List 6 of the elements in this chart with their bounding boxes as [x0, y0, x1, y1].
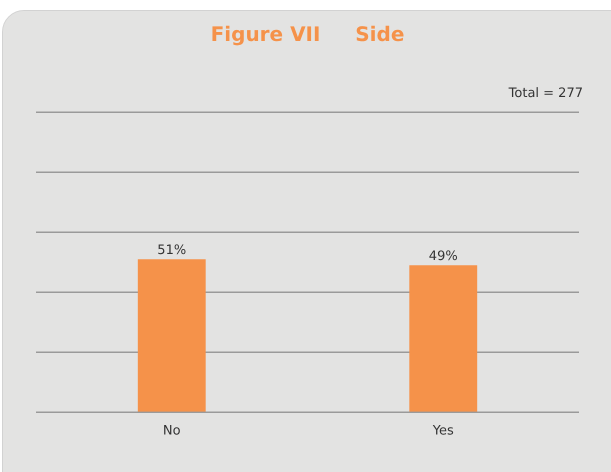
x-tick-label: Yes [432, 424, 454, 439]
x-tick-label: No [162, 424, 181, 439]
chart-title: Figure VII Side [210, 22, 404, 46]
data-label: 51% [157, 243, 186, 258]
text: Total = 277 [508, 86, 583, 101]
data-label: 49% [428, 249, 458, 264]
